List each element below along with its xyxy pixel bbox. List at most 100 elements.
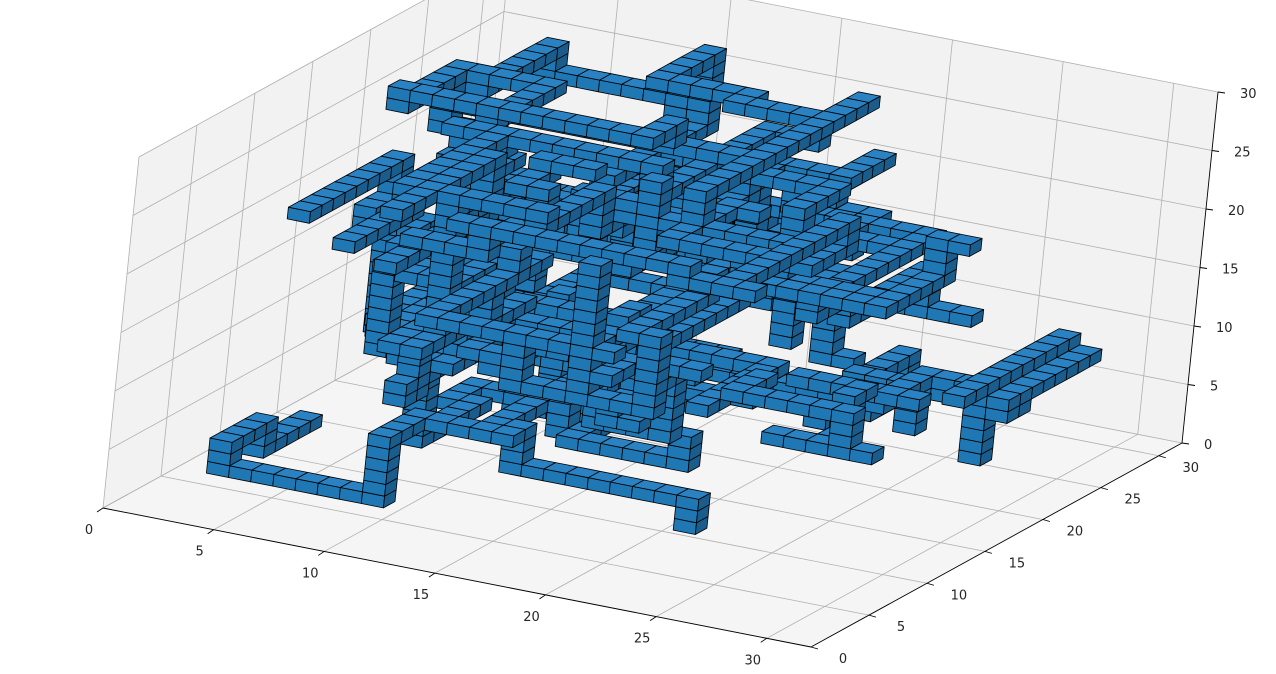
voxel-cube — [636, 199, 672, 219]
voxel-cube — [430, 88, 467, 112]
voxel-cube — [467, 420, 504, 444]
voxel-cube — [338, 480, 375, 504]
voxel-cube — [503, 174, 540, 198]
voxel-cube — [617, 150, 654, 174]
voxel-cube — [687, 271, 724, 295]
voxel-cube — [926, 300, 962, 324]
z-tick-label: 25 — [1234, 146, 1251, 161]
voxel-cube — [373, 251, 409, 276]
z-tick — [1211, 150, 1220, 152]
x-tick-label: 15 — [413, 588, 430, 603]
x-axis-line — [102, 507, 812, 648]
z-tick-label: 15 — [1222, 263, 1239, 278]
voxel-cube — [946, 233, 983, 257]
voxel-cube — [542, 462, 579, 486]
voxel-cube — [688, 343, 724, 367]
voxel-cube — [710, 347, 746, 372]
x-tick-label: 20 — [523, 610, 540, 625]
voxel-cube — [467, 216, 504, 240]
voxel-cube — [774, 278, 811, 303]
voxel-cube — [591, 341, 627, 365]
voxel-cube — [736, 200, 772, 225]
voxel-cube — [741, 385, 778, 409]
y-tick — [984, 550, 993, 554]
y-tick-label: 30 — [1183, 461, 1200, 476]
voxel-cube — [608, 475, 645, 499]
grid-line-left-z — [132, 11, 505, 216]
voxel-cube — [644, 250, 681, 275]
voxel-cube — [896, 388, 932, 412]
voxel-cube — [564, 466, 601, 490]
voxel-cube — [489, 220, 526, 244]
voxel-cube — [621, 440, 657, 465]
voxel-cube — [648, 413, 685, 433]
x-tick — [318, 551, 325, 556]
voxel-cube — [719, 380, 756, 405]
voxel-cube — [386, 79, 423, 103]
voxel-cube — [572, 158, 608, 183]
x-tick-label: 5 — [195, 545, 203, 560]
grid-line-back-x — [1137, 83, 1175, 435]
voxel-cube — [500, 351, 536, 371]
voxel-cluster — [205, 36, 1103, 535]
voxel-cube — [440, 115, 477, 140]
x-tick-label: 0 — [85, 523, 93, 538]
voxel-cube — [453, 92, 489, 116]
voxel-cube — [780, 213, 816, 233]
voxel-cube — [984, 404, 1021, 424]
voxel-cube — [365, 442, 402, 462]
grid-line-floor-x — [766, 433, 1138, 639]
voxel-cube — [458, 315, 495, 339]
x-tick-label: 10 — [302, 566, 319, 581]
z-tick-label: 0 — [1204, 438, 1212, 453]
y-tick-label: 0 — [839, 652, 847, 667]
z-tick-label: 30 — [1240, 87, 1257, 102]
voxel-cube — [721, 93, 758, 117]
voxel-cube — [363, 465, 400, 485]
z-tick — [1187, 384, 1196, 386]
voxel-cube — [985, 388, 1022, 413]
voxel-cube — [383, 373, 420, 397]
voxel-cube — [924, 229, 961, 253]
voxel-cube — [632, 377, 669, 397]
voxel-cube — [334, 174, 369, 199]
grid-line-floor-y — [218, 443, 928, 584]
y-tick-label: 10 — [951, 588, 968, 603]
voxel-cube — [680, 50, 716, 74]
voxel-cube — [458, 188, 495, 212]
z-tick — [1181, 442, 1190, 445]
y-tick-label: 15 — [1009, 556, 1026, 571]
grid-line-left-z — [138, 0, 426, 158]
voxel-cube — [830, 402, 866, 426]
y-tick-label: 20 — [1067, 525, 1084, 540]
grid-line-back-z — [747, 0, 1219, 93]
y-tick — [1042, 519, 1050, 522]
voxel-cube — [366, 426, 403, 450]
voxel-cube — [571, 317, 608, 337]
y-tick — [1158, 455, 1166, 459]
voxel-cube — [550, 154, 586, 178]
voxel-cube — [808, 398, 844, 422]
voxel-cube — [428, 258, 465, 278]
y-tick — [810, 646, 819, 650]
voxel-cube — [766, 101, 802, 125]
y-tick-label: 5 — [897, 620, 905, 635]
voxel-cube — [788, 123, 823, 147]
voxel-cube — [286, 200, 323, 224]
x-tick-label: 25 — [634, 632, 651, 647]
voxel-cube — [455, 338, 492, 362]
voxel-cube — [781, 197, 818, 222]
voxel-cube — [506, 128, 543, 153]
voxel-cube — [294, 471, 331, 496]
voxel-cube — [948, 304, 985, 328]
x-tick — [207, 529, 214, 535]
voxel-cube — [207, 447, 243, 467]
voxel-cube — [653, 483, 689, 508]
grid-line-back-z — [503, 11, 1213, 151]
voxel-cube — [598, 73, 634, 97]
voxel-cube — [579, 209, 615, 229]
voxel-cube — [577, 255, 614, 279]
x-tick — [649, 616, 657, 621]
voxel-cube — [834, 97, 870, 121]
y-tick — [868, 614, 877, 618]
